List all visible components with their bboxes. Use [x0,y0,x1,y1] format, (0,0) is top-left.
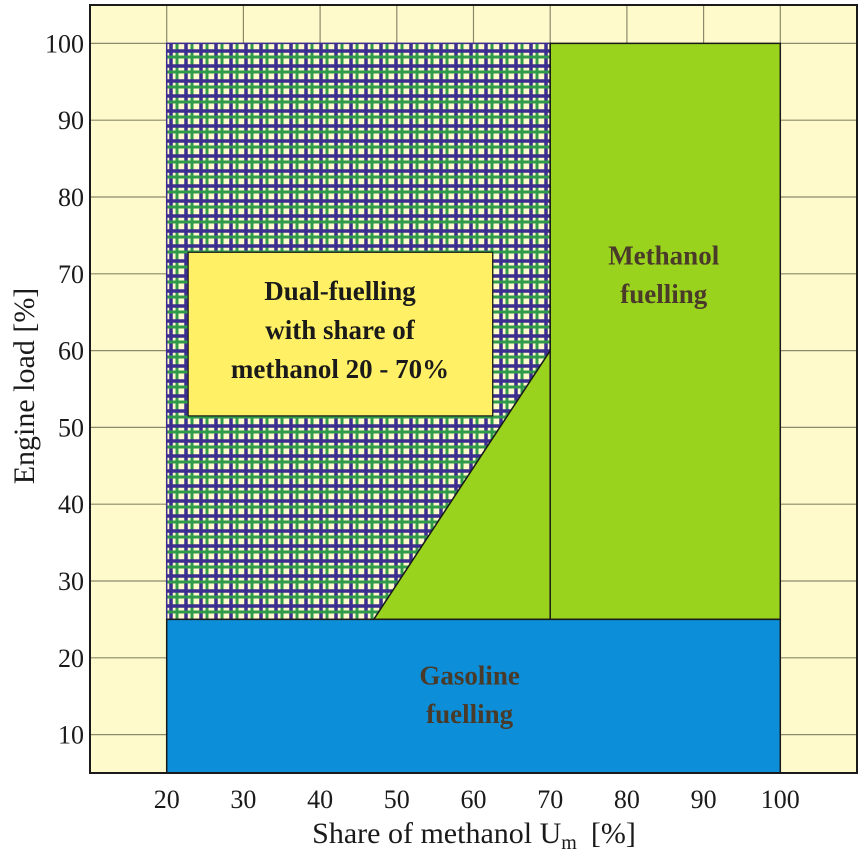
dual-fuelling-label-box [187,251,494,417]
x-tick-label: 50 [384,785,410,814]
y-tick-label: 90 [58,106,84,135]
region-labels: Dual-fuelling with share of methanol 20 - … [187,241,720,729]
y-tick-label: 40 [58,490,84,519]
y-tick-label: 50 [58,413,84,442]
y-tick-label: 100 [45,29,84,58]
y-tick-label: 10 [58,721,84,750]
y-axis-title: Engine load [%] [8,288,41,485]
x-axis-title-unit: [%] [591,817,636,850]
dual-fuelling-label-line: with share of [265,315,416,345]
dual-fuelling-label-line: Dual-fuelling [264,276,416,306]
x-tick-label: 90 [691,785,717,814]
plot-frame [89,4,858,774]
gasoline-fuelling-label-line: Gasoline [419,661,520,691]
x-axis-title: Share of methanol Um [%] [312,817,636,854]
x-tick-label: 70 [537,785,563,814]
x-tick-label: 60 [461,785,487,814]
x-tick-label: 80 [614,785,640,814]
y-tick-label: 70 [58,260,84,289]
x-tick-labels: 20 30 40 50 60 70 80 90 100 [154,785,800,814]
y-tick-label: 20 [58,644,84,673]
x-axis-title-main: Share of methanol U [312,817,561,850]
y-tick-labels: 10 20 30 40 50 60 70 80 90 100 [45,29,84,749]
x-tick-label: 40 [307,785,333,814]
x-axis-title-subscript: m [561,832,577,854]
gasoline-fuelling-label-line: fuelling [426,699,514,729]
y-tick-label: 80 [58,183,84,212]
x-tick-label: 20 [154,785,180,814]
methanol-fuelling-label-line: fuelling [620,279,708,309]
methanol-fuelling-label-line: Methanol [608,241,719,271]
fuelling-regions [165,42,782,774]
y-tick-label: 30 [58,567,84,596]
y-tick-label: 60 [58,337,84,366]
dual-fuelling-label-line: methanol 20 - 70% [231,354,449,384]
x-tick-label: 100 [761,785,800,814]
x-tick-label: 30 [230,785,256,814]
region-gasoline-fuelling [165,618,782,774]
